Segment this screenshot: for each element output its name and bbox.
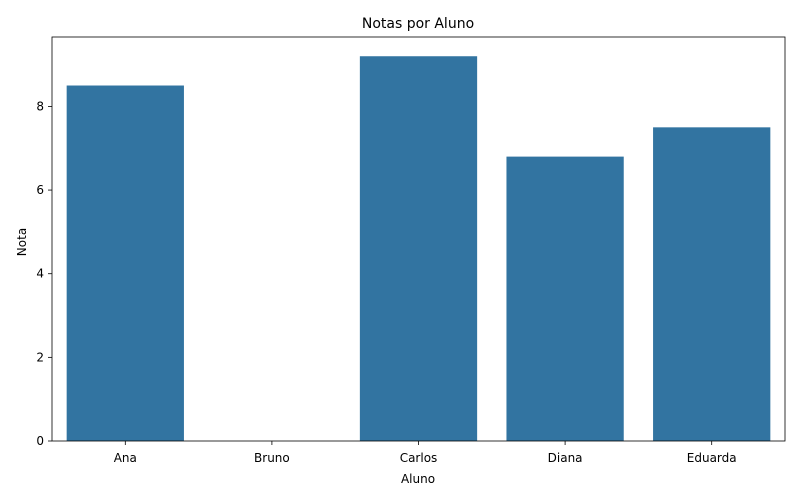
x-tick-label: Diana bbox=[548, 451, 583, 465]
x-axis-title: Aluno bbox=[401, 472, 435, 486]
bars bbox=[66, 56, 771, 442]
bar-eduarda bbox=[653, 127, 771, 442]
x-tick-label: Ana bbox=[114, 451, 137, 465]
y-tick-label: 6 bbox=[36, 183, 44, 197]
x-axis-ticks: Ana Bruno Carlos Diana Eduarda bbox=[114, 441, 737, 465]
y-axis-title: Nota bbox=[15, 228, 29, 256]
x-tick-label: Bruno bbox=[254, 451, 290, 465]
x-tick-label: Eduarda bbox=[687, 451, 737, 465]
chart-title: Notas por Aluno bbox=[362, 16, 474, 32]
y-tick-label: 0 bbox=[36, 434, 44, 448]
bar-ana bbox=[66, 85, 184, 441]
bar-diana bbox=[506, 156, 624, 441]
x-tick-label: Carlos bbox=[400, 451, 438, 465]
y-tick-label: 2 bbox=[36, 350, 44, 364]
y-axis-ticks: 0 2 4 6 8 bbox=[36, 99, 52, 448]
bar-carlos bbox=[359, 56, 478, 441]
y-tick-label: 4 bbox=[36, 267, 44, 281]
plot-area: 0 2 4 6 8 Ana Bruno Carlos Diana Eduarda bbox=[36, 36, 786, 465]
y-tick-label: 8 bbox=[36, 99, 44, 113]
